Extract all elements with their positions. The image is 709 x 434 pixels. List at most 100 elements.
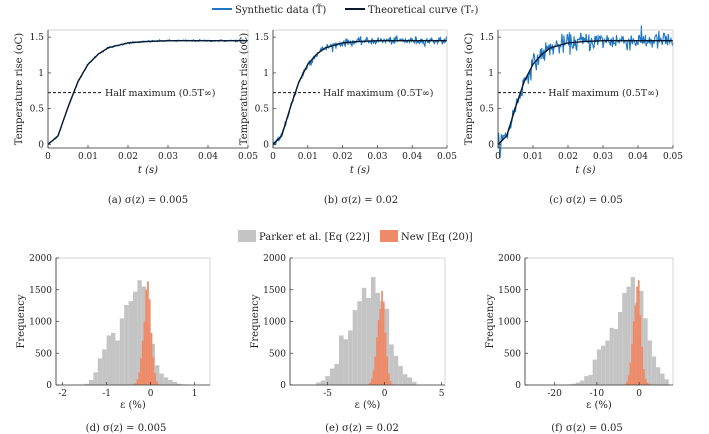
new-bar bbox=[147, 281, 149, 385]
y-tick-label: 1.5 bbox=[255, 33, 270, 43]
parker-bar bbox=[584, 376, 589, 385]
y-axis-label: Temperature rise (oC) bbox=[14, 33, 25, 145]
parker-bar bbox=[639, 291, 644, 385]
parker-bar bbox=[618, 311, 623, 385]
y-tick-label: 500 bbox=[504, 349, 521, 359]
x-axis-label: ε (%) bbox=[355, 400, 381, 411]
parker-bar bbox=[97, 358, 103, 385]
x-tick-label: 0 bbox=[636, 389, 642, 399]
legend-label-theory: Theoretical curve (Tᵣ) bbox=[368, 5, 479, 16]
parker-bar bbox=[626, 286, 631, 385]
new-bar bbox=[140, 358, 142, 385]
parker-bar bbox=[402, 374, 408, 385]
parker-bar bbox=[579, 380, 585, 385]
y-axis-label: Temperature rise (oC) bbox=[464, 33, 475, 145]
new-bar bbox=[648, 383, 650, 385]
x-tick-label: 0.02 bbox=[333, 152, 353, 162]
x-tick-label: 0.02 bbox=[118, 152, 138, 162]
new-bar bbox=[154, 372, 156, 385]
parker-bar bbox=[172, 381, 177, 385]
y-tick-label: 0 bbox=[280, 381, 286, 391]
y-axis-label: Frequency bbox=[250, 294, 261, 348]
new-bar bbox=[134, 383, 137, 385]
new-bar bbox=[627, 375, 630, 385]
x-tick-label: 0.05 bbox=[437, 152, 457, 162]
parker-bar bbox=[393, 355, 399, 385]
caption-c: (c) σ(z) = 0.05 bbox=[549, 195, 622, 206]
new-bar bbox=[388, 373, 390, 385]
y-tick-label: 2000 bbox=[29, 254, 52, 264]
parker-bar bbox=[622, 292, 627, 385]
parker-bar bbox=[128, 301, 133, 385]
new-bar bbox=[629, 362, 632, 385]
new-bar bbox=[646, 382, 649, 385]
x-tick-label: 0.04 bbox=[628, 152, 648, 162]
parker-bar bbox=[84, 383, 89, 385]
new-bar bbox=[369, 382, 371, 385]
parker-bar bbox=[370, 277, 376, 385]
parker-bar bbox=[102, 349, 107, 385]
y-tick-label: 1500 bbox=[263, 286, 286, 296]
new-bar bbox=[644, 378, 647, 385]
new-bar bbox=[145, 289, 148, 385]
panel-d: -2 -1 0 1 0 500 1000 1500 2000 ε (%) Frequency bbox=[16, 254, 211, 411]
parker-bar bbox=[352, 310, 358, 385]
new-bar bbox=[637, 280, 640, 385]
x-tick-label: 0.01 bbox=[523, 152, 543, 162]
half-max-label: Half maximum (0.5T∞) bbox=[105, 88, 216, 99]
parker-bar bbox=[89, 379, 94, 385]
x-tick-label: 0 bbox=[495, 152, 501, 162]
panel-f: -20 -10 0 0 500 1000 1500 2000 ε (%) Frequency bbox=[485, 254, 674, 411]
parker-bar bbox=[137, 280, 142, 385]
x-tick-label: 0 bbox=[382, 389, 388, 399]
y-tick-label: 0.5 bbox=[480, 105, 495, 115]
y-tick-label: 1000 bbox=[29, 318, 52, 328]
new-bar bbox=[632, 321, 635, 385]
parker-bar bbox=[316, 382, 321, 385]
y-tick-label: 2000 bbox=[263, 254, 286, 264]
y-axis-label: Frequency bbox=[485, 294, 496, 348]
x-tick-label: 0.01 bbox=[78, 152, 98, 162]
parker-bar bbox=[334, 364, 340, 385]
parker-bar bbox=[119, 318, 125, 385]
new-bar bbox=[152, 357, 155, 385]
panel-b: Half maximum (0.5T∞) 0 0.01 0.02 0.03 0.04 0.0… bbox=[239, 29, 457, 176]
x-axis-label: ε (%) bbox=[586, 400, 612, 411]
parker-bar bbox=[93, 372, 98, 385]
new-bar bbox=[384, 332, 387, 385]
y-tick-label: 1000 bbox=[498, 318, 521, 328]
parker-bar bbox=[361, 287, 367, 385]
parker-bar bbox=[411, 381, 417, 385]
new-bar bbox=[150, 332, 153, 385]
half-max-label: Half maximum (0.5T∞) bbox=[548, 88, 659, 99]
new-bar bbox=[634, 305, 637, 385]
y-tick-label: 1500 bbox=[29, 286, 52, 296]
top-legend: Synthetic data (T̃) Theoretical curve (T… bbox=[212, 4, 479, 16]
new-bar bbox=[379, 308, 382, 385]
new-bar bbox=[370, 378, 373, 385]
y-tick-label: 0 bbox=[263, 140, 269, 150]
new-bar bbox=[377, 320, 380, 385]
parker-bar bbox=[133, 291, 138, 385]
y-tick-label: 500 bbox=[35, 349, 52, 359]
x-tick-label: 0.05 bbox=[238, 152, 258, 162]
parker-bar bbox=[106, 335, 111, 385]
parker-bar bbox=[111, 332, 116, 385]
parker-bar bbox=[664, 379, 669, 385]
new-bar bbox=[136, 379, 139, 385]
panel-e: -5 0 5 0 500 1000 1500 2000 ε (%) Frequency bbox=[250, 254, 446, 411]
x-tick-label: 0.03 bbox=[367, 152, 387, 162]
new-bar bbox=[626, 381, 628, 385]
new-bar bbox=[376, 337, 378, 385]
new-bar bbox=[381, 291, 383, 385]
new-bar bbox=[386, 356, 389, 385]
y-tick-label: 0 bbox=[488, 140, 494, 150]
new-bar bbox=[389, 381, 392, 385]
x-tick-label: 0.01 bbox=[298, 152, 318, 162]
x-axis-label: t (s) bbox=[138, 165, 158, 176]
parker-bar bbox=[320, 380, 326, 385]
caption-b: (b) σ(z) = 0.02 bbox=[324, 195, 398, 206]
parker-bar bbox=[601, 345, 606, 385]
y-tick-label: 1.5 bbox=[480, 33, 495, 43]
parker-bar bbox=[660, 373, 665, 385]
